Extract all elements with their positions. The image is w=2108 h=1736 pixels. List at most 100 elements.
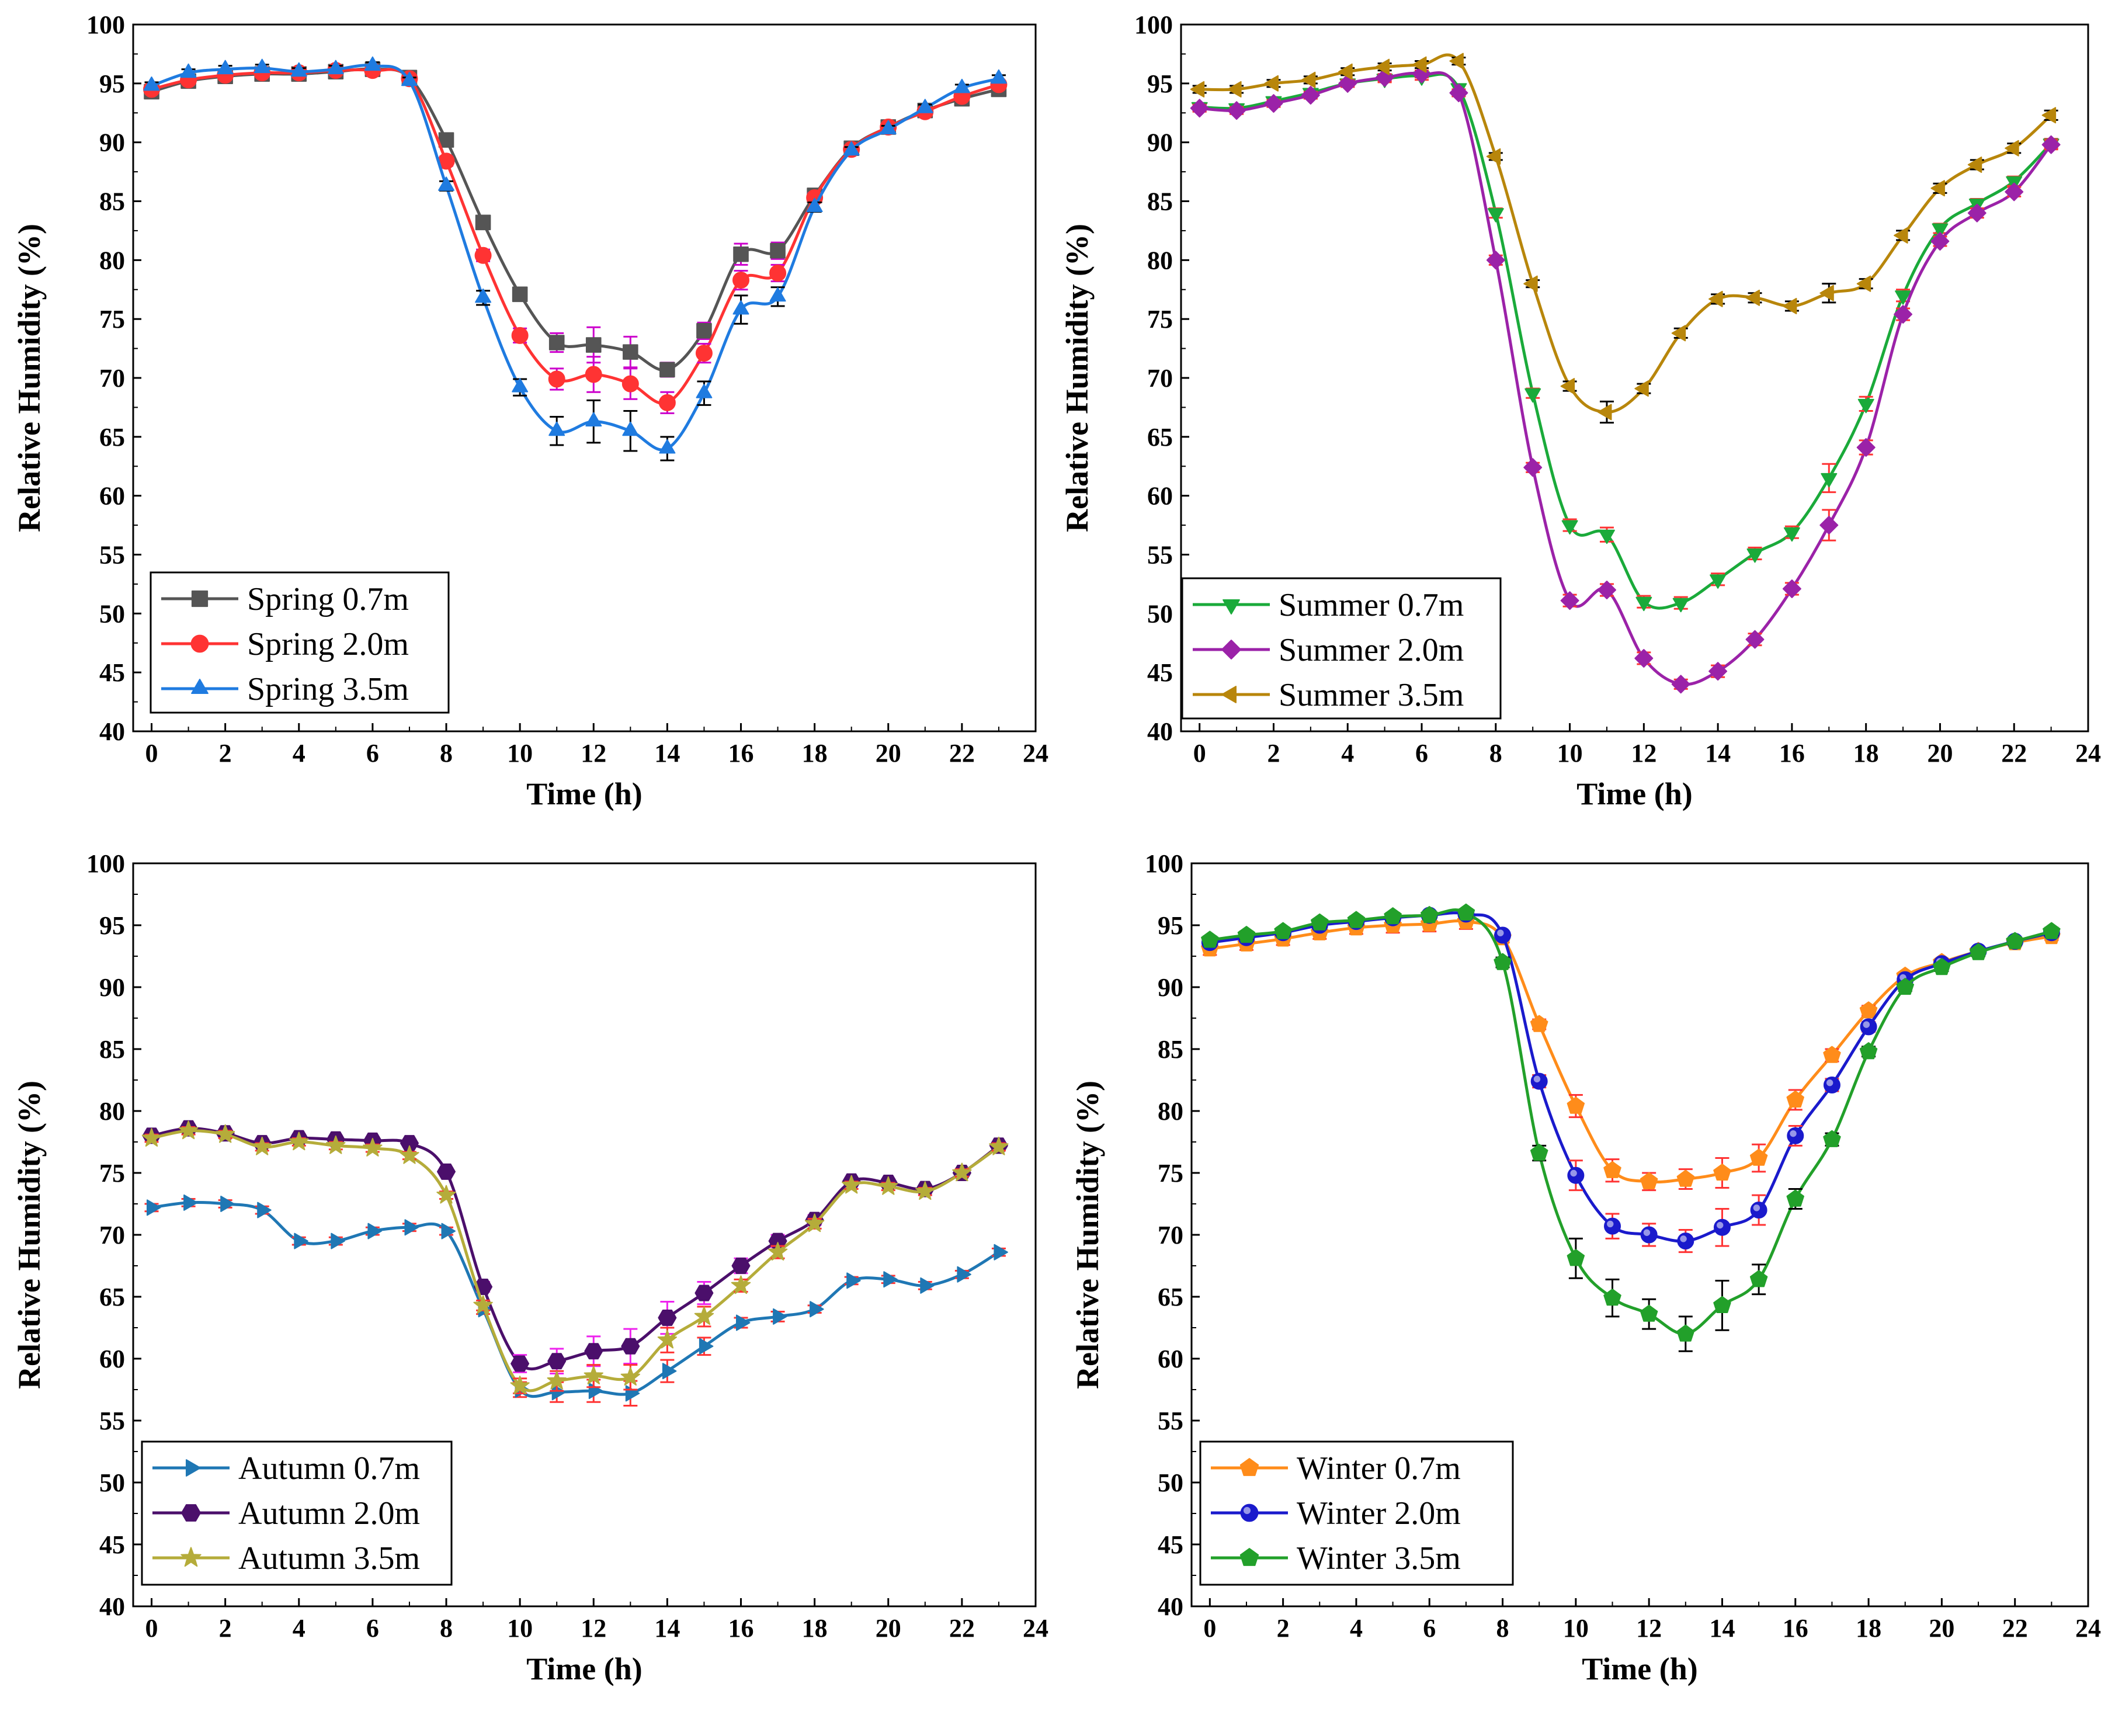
y-tick-label: 60	[1147, 482, 1173, 511]
data-point	[1819, 284, 1834, 301]
y-tick-label: 80	[99, 1097, 125, 1126]
x-tick-label: 16	[728, 1614, 754, 1643]
data-point	[1676, 1169, 1695, 1187]
y-tick-label: 45	[99, 1530, 125, 1559]
y-tick-label: 40	[1158, 1592, 1183, 1621]
data-point	[584, 1343, 603, 1360]
data-point	[699, 1338, 714, 1355]
data-point-highlight	[1863, 1021, 1870, 1028]
legend-label: Winter 3.5m	[1297, 1540, 1461, 1577]
data-point	[400, 1135, 419, 1152]
legend-marker	[190, 634, 209, 653]
legend-marker	[191, 679, 209, 694]
x-tick-label: 10	[507, 739, 533, 768]
data-point	[768, 1242, 788, 1261]
x-tick-label: 10	[1563, 1614, 1589, 1643]
series-winter-2-0m	[1201, 905, 2060, 1254]
series-line	[1209, 911, 2052, 1243]
data-point	[367, 1223, 382, 1239]
data-point	[1599, 529, 1615, 544]
data-point	[883, 1271, 898, 1288]
legend: Spring 0.7m Spring 2.0m Spring 3.5m	[150, 571, 450, 714]
y-tick-label: 50	[1147, 599, 1173, 628]
data-point	[1227, 101, 1246, 120]
y-tick-label: 75	[1158, 1159, 1183, 1188]
data-point	[141, 1128, 162, 1147]
data-point	[400, 1145, 419, 1164]
series-line	[1199, 53, 2053, 414]
y-tick-label: 65	[99, 1283, 125, 1311]
series-line	[151, 68, 999, 405]
x-tick-label: 12	[581, 1614, 606, 1643]
data-point	[257, 1202, 272, 1218]
data-point	[436, 1185, 456, 1204]
legend-marker	[1239, 1548, 1259, 1566]
x-tick-label: 6	[366, 1614, 379, 1643]
x-tick-label: 6	[366, 739, 379, 768]
data-point	[1635, 596, 1652, 612]
data-point	[1237, 926, 1256, 943]
data-point	[585, 337, 602, 353]
y-tick-label: 85	[1158, 1035, 1183, 1064]
data-point	[1819, 516, 1839, 535]
data-point	[548, 370, 565, 388]
x-tick-label: 8	[440, 1614, 453, 1643]
data-point	[1823, 1130, 1841, 1147]
y-axis-title: Relative Humidity (%)	[1070, 1081, 1105, 1389]
legend-label: Summer 0.7m	[1279, 587, 1464, 623]
legend: Summer 0.7m Summer 2.0m Summer 3.5m	[1181, 577, 1502, 720]
data-point	[585, 366, 602, 383]
data-point	[1523, 275, 1538, 292]
data-point-highlight	[1570, 1169, 1577, 1177]
data-point	[547, 1353, 567, 1370]
x-tick-label: 14	[654, 739, 680, 768]
data-point	[1486, 148, 1501, 165]
y-tick-label: 50	[99, 1468, 125, 1497]
data-point	[331, 1232, 345, 1249]
x-tick-label: 16	[1783, 1614, 1808, 1643]
y-tick-label: 100	[86, 11, 125, 39]
y-tick-label: 100	[86, 849, 125, 878]
legend-label: Summer 2.0m	[1279, 632, 1464, 668]
legend-marker	[191, 590, 209, 607]
data-point	[2041, 107, 2057, 124]
data-point	[1713, 1164, 1731, 1181]
data-point	[1567, 1249, 1585, 1266]
data-point	[216, 1124, 235, 1143]
legend-label: Summer 3.5m	[1279, 677, 1464, 713]
data-point	[623, 344, 638, 360]
data-point	[1746, 548, 1763, 563]
x-tick-label: 4	[1341, 739, 1354, 768]
data-point	[510, 1376, 530, 1394]
data-point	[957, 1266, 971, 1283]
data-point	[1783, 527, 1800, 542]
series-summer-3-5m	[1190, 53, 2058, 424]
data-point	[1640, 1172, 1658, 1189]
x-tick-label: 18	[802, 1614, 828, 1643]
x-tick-label: 8	[1489, 739, 1502, 768]
data-point	[994, 1244, 1008, 1261]
legend-marker-highlight	[1243, 1506, 1251, 1515]
data-point	[920, 1277, 935, 1294]
y-tick-label: 50	[1158, 1468, 1183, 1497]
series-line	[1209, 919, 2052, 1184]
y-tick-label: 55	[99, 1407, 125, 1435]
data-point	[548, 335, 565, 350]
y-tick-label: 60	[99, 1345, 125, 1373]
legend-marker	[1221, 640, 1241, 659]
data-point-highlight	[1533, 1075, 1541, 1083]
x-tick-label: 12	[1631, 739, 1656, 768]
data-point	[694, 1306, 714, 1325]
y-tick-label: 75	[99, 305, 125, 334]
data-point	[1782, 579, 1801, 598]
y-tick-label: 75	[1147, 305, 1173, 334]
data-point-highlight	[1607, 1220, 1614, 1228]
x-tick-label: 6	[1423, 1614, 1436, 1643]
data-point	[1708, 290, 1723, 307]
legend-marker	[1221, 686, 1237, 703]
legend-marker	[1239, 1458, 1259, 1476]
data-point	[1457, 903, 1475, 921]
x-tick-label: 2	[219, 739, 232, 768]
